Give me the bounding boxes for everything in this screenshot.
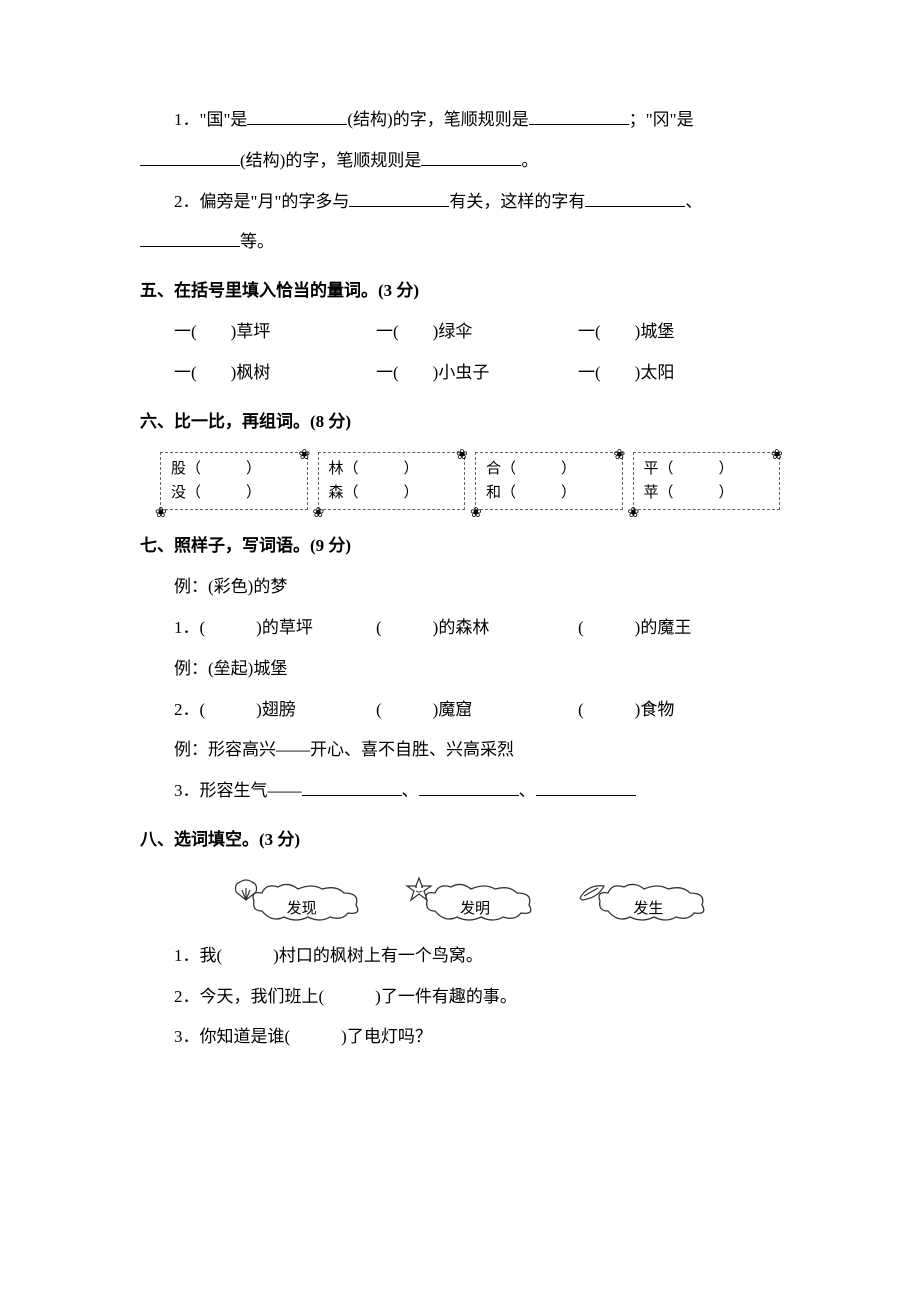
measure-item: 一( )枫树 [174,353,376,394]
example-2: 例：(垒起)城堡 [157,649,780,690]
fill-row-2: 2．( )翅膀 ( )魔窟 ( )食物 [157,690,780,731]
flower-icon: ❀ [299,445,313,459]
compare-box: ❀ ❀ 平（ ） 苹（ ） [633,452,781,510]
flower-icon: ❀ [456,445,470,459]
q1-l2b: 。 [521,151,538,170]
blank[interactable] [585,190,685,207]
example-3: 例：形容高兴——开心、喜不自胜、兴高采烈 [157,730,780,771]
compare-top: 林（ ） [329,457,459,481]
blank[interactable] [247,108,347,125]
section-5-title: 五、在括号里填入恰当的量词。(3 分) [140,271,780,312]
question-1: 1．"国"是(结构)的字，笔顺规则是；"冈"是 (结构)的字，笔顺规则是。 [140,100,780,182]
fill-item: 1．( )的草坪 [174,608,376,649]
flower-icon: ❀ [771,445,785,459]
blank[interactable] [421,149,521,166]
fill-row-1: 1．( )的草坪 ( )的森林 ( )的魔王 [157,608,780,649]
sep: 、 [402,781,419,800]
measure-item: 一( )绿伞 [376,312,578,353]
q1-l2a: (结构)的字，笔顺规则是 [240,151,421,170]
compare-bottom: 苹（ ） [644,481,774,505]
q2-mid: 有关，这样的字有 [449,192,585,211]
fill-item: ( )的森林 [376,608,578,649]
compare-top: 合（ ） [486,457,616,481]
cloud-row: 发现 发明 发生 [220,871,740,926]
measure-row-1: 一( )草坪 一( )绿伞 一( )城堡 [157,312,780,353]
q2-end: 、 [685,192,702,211]
sep: 、 [519,781,536,800]
blank[interactable] [529,108,629,125]
q7-3-pre: 3．形容生气—— [174,781,302,800]
compare-box: ❀ ❀ 股（ ） 没（ ） [160,452,308,510]
cloud-text: 发生 [633,891,663,927]
measure-item: 一( )草坪 [174,312,376,353]
section-8-title: 八、选词填空。(3 分) [140,820,780,861]
cloud-word-2: 发明 [410,871,550,926]
compare-top: 股（ ） [171,457,301,481]
sentence-3: 3．你知道是谁( )了电灯吗？ [157,1017,780,1058]
flower-icon: ❀ [628,503,642,517]
compare-box: ❀ ❀ 合（ ） 和（ ） [475,452,623,510]
blank[interactable] [349,190,449,207]
fill-item: 2．( )翅膀 [174,690,376,731]
cloud-text: 发现 [287,891,317,927]
q2-l2: 等。 [240,232,274,251]
fill-item: ( )的魔王 [578,608,780,649]
blank[interactable] [140,230,240,247]
fill-item: ( )魔窟 [376,690,578,731]
compare-bottom: 森（ ） [329,481,459,505]
q1-end: ；"冈"是 [629,110,694,129]
sentence-1: 1．我( )村口的枫树上有一个鸟窝。 [157,936,780,977]
sentence-2: 2．今天，我们班上( )了一件有趣的事。 [157,977,780,1018]
q2-line2: 等。 [140,222,780,263]
compare-box: ❀ ❀ 林（ ） 森（ ） [318,452,466,510]
q1-line1: 1．"国"是 (结构)的字，笔顺规则是 ；"冈"是 [140,100,780,141]
q2-pre: 2．偏旁是"月"的字多与 [174,192,349,211]
blank[interactable] [302,779,402,796]
cloud-word-3: 发生 [583,871,723,926]
compare-boxes: ❀ ❀ 股（ ） 没（ ） ❀ ❀ 林（ ） 森（ ） ❀ ❀ 合（ ） 和（ … [160,452,780,510]
measure-item: 一( )太阳 [578,353,780,394]
cloud-word-1: 发现 [237,871,377,926]
blank[interactable] [140,149,240,166]
section-8-content: 1．我( )村口的枫树上有一个鸟窝。 2．今天，我们班上( )了一件有趣的事。 … [157,936,780,1058]
flower-icon: ❀ [614,445,628,459]
question-2: 2．偏旁是"月"的字多与 有关，这样的字有 、 等。 [140,182,780,264]
compare-top: 平（ ） [644,457,774,481]
compare-bottom: 没（ ） [171,481,301,505]
q1-pre: 1．"国"是 [174,110,247,129]
fill-item: ( )食物 [578,690,780,731]
q1-line2: (结构)的字，笔顺规则是 。 [140,141,780,182]
section-7-content: 例：(彩色)的梦 1．( )的草坪 ( )的森林 ( )的魔王 例：(垒起)城堡… [157,567,780,812]
flower-icon: ❀ [313,503,327,517]
section-5-content: 一( )草坪 一( )绿伞 一( )城堡 一( )枫树 一( )小虫子 一( )… [157,312,780,394]
blank[interactable] [419,779,519,796]
cloud-text: 发明 [460,891,490,927]
measure-row-2: 一( )枫树 一( )小虫子 一( )太阳 [157,353,780,394]
blank[interactable] [536,779,636,796]
flower-icon: ❀ [155,503,169,517]
measure-item: 一( )小虫子 [376,353,578,394]
example-1: 例：(彩色)的梦 [157,567,780,608]
q1-mid: (结构)的字，笔顺规则是 [347,110,528,129]
measure-item: 一( )城堡 [578,312,780,353]
section-6-title: 六、比一比，再组词。(8 分) [140,402,780,443]
flower-icon: ❀ [470,503,484,517]
compare-bottom: 和（ ） [486,481,616,505]
section-7-title: 七、照样子，写词语。(9 分) [140,526,780,567]
q7-3: 3．形容生气—— 、 、 [157,771,780,812]
q2-line1: 2．偏旁是"月"的字多与 有关，这样的字有 、 [140,182,780,223]
